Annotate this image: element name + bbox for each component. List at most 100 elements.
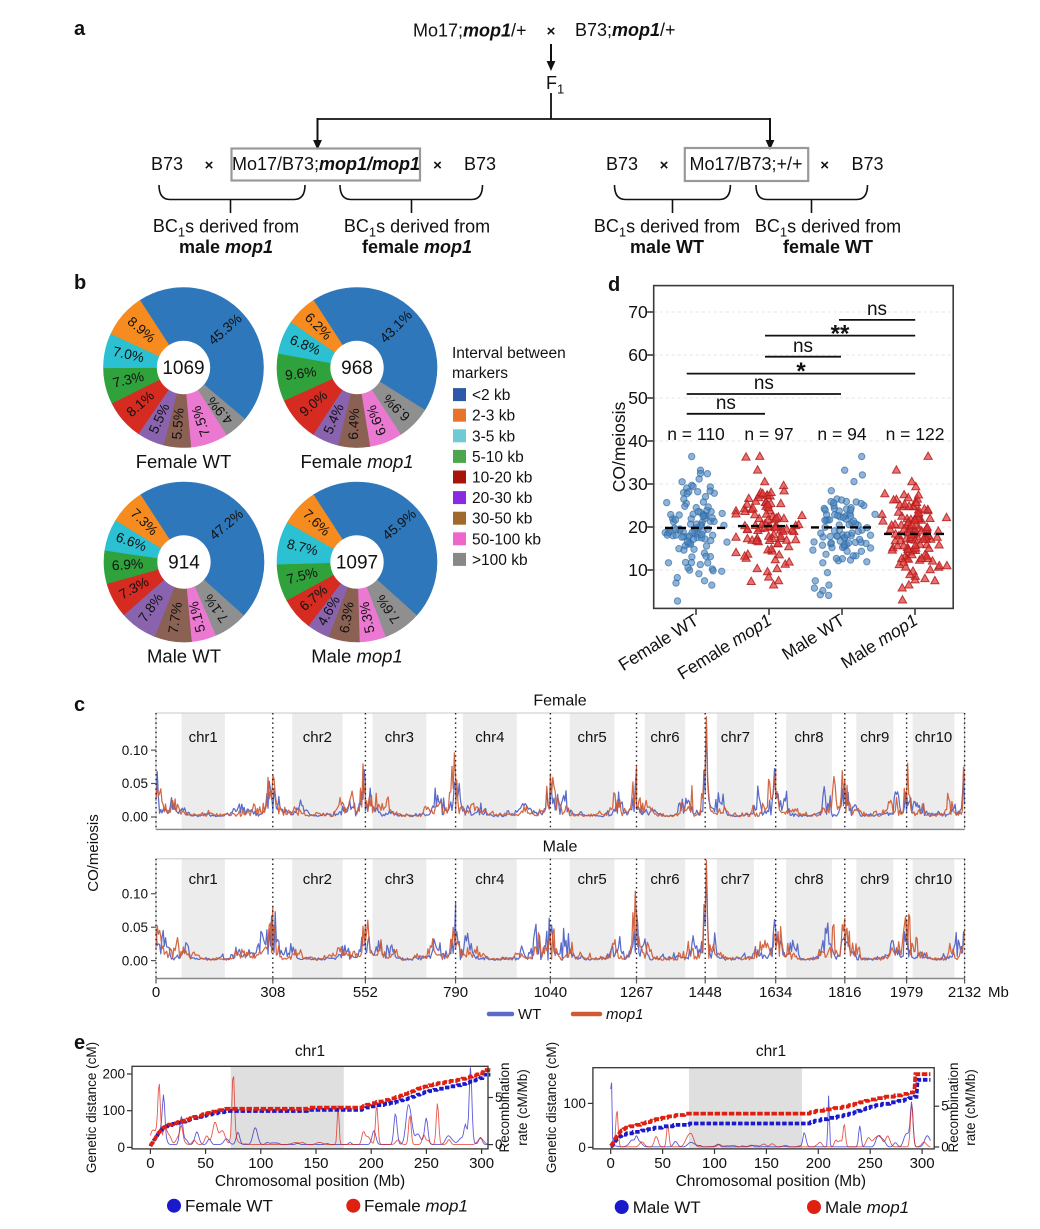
svg-text:0.00: 0.00	[122, 953, 148, 968]
svg-text:300: 300	[469, 1155, 494, 1172]
svg-text:552: 552	[353, 984, 378, 1001]
svg-text:1634: 1634	[759, 984, 792, 1001]
svg-text:7.0%: 7.0%	[112, 344, 146, 365]
svg-text:Chromosomal position (Mb): Chromosomal position (Mb)	[215, 1173, 405, 1190]
svg-text:chr1: chr1	[189, 871, 218, 888]
svg-text:BC1s derived from: BC1s derived from	[344, 216, 490, 240]
svg-text:200: 200	[806, 1155, 831, 1172]
svg-text:7.3%: 7.3%	[111, 369, 145, 391]
svg-text:BC1s derived from: BC1s derived from	[594, 216, 740, 240]
svg-text:6.9%: 6.9%	[111, 556, 143, 573]
svg-text:×: ×	[820, 157, 829, 174]
svg-text:8.7%: 8.7%	[285, 536, 319, 558]
svg-text:ns: ns	[867, 299, 887, 320]
svg-text:Female: Female	[533, 693, 586, 710]
svg-text:50-100 kb: 50-100 kb	[472, 531, 541, 548]
svg-text:308: 308	[260, 984, 285, 1001]
svg-text:1040: 1040	[534, 984, 567, 1001]
svg-text:chr8: chr8	[794, 871, 823, 888]
svg-text:c: c	[74, 694, 85, 716]
svg-text:Male mop1: Male mop1	[837, 610, 921, 673]
svg-text:20-30 kb: 20-30 kb	[472, 490, 532, 507]
svg-text:Female WT: Female WT	[185, 1197, 273, 1216]
svg-text:chr2: chr2	[303, 729, 332, 746]
svg-text:2132: 2132	[948, 984, 981, 1001]
svg-text:0: 0	[607, 1155, 615, 1172]
svg-text:300: 300	[910, 1155, 935, 1172]
svg-text:chr5: chr5	[578, 729, 607, 746]
svg-text:n = 122: n = 122	[886, 424, 945, 444]
svg-text:chr10: chr10	[915, 729, 953, 746]
svg-text:×: ×	[205, 157, 214, 174]
svg-text:n = 110: n = 110	[667, 424, 725, 444]
svg-text:Genetic distance (cM): Genetic distance (cM)	[84, 1042, 99, 1173]
svg-text:chr4: chr4	[475, 729, 504, 746]
svg-text:0: 0	[578, 1140, 586, 1155]
svg-text:50: 50	[654, 1155, 671, 1172]
svg-text:Male WT: Male WT	[633, 1198, 701, 1217]
svg-text:5: 5	[941, 1099, 949, 1114]
svg-text:Mo17/B73;+/+: Mo17/B73;+/+	[689, 154, 802, 174]
svg-text:150: 150	[754, 1155, 779, 1172]
svg-text:Mo17;mop1/+: Mo17;mop1/+	[413, 21, 527, 41]
svg-text:200: 200	[359, 1155, 384, 1172]
svg-text:968: 968	[341, 358, 373, 379]
svg-text:female mop1: female mop1	[362, 237, 472, 257]
svg-text:chr1: chr1	[756, 1043, 786, 1060]
svg-text:20: 20	[628, 517, 648, 537]
svg-text:ns: ns	[716, 393, 736, 414]
svg-text:chr2: chr2	[303, 871, 332, 888]
svg-text:6.3%: 6.3%	[337, 601, 357, 635]
svg-text:n = 97: n = 97	[744, 424, 793, 444]
svg-text:chr6: chr6	[650, 729, 679, 746]
svg-text:200: 200	[102, 1067, 125, 1082]
svg-text:×: ×	[433, 157, 442, 174]
svg-text:male mop1: male mop1	[179, 237, 273, 257]
svg-text:Genetic distance (cM): Genetic distance (cM)	[544, 1042, 559, 1173]
svg-text:chr9: chr9	[860, 729, 889, 746]
svg-text:3-5 kb: 3-5 kb	[472, 428, 515, 445]
svg-text:1097: 1097	[336, 553, 378, 574]
svg-text:chr1: chr1	[189, 729, 218, 746]
svg-text:40: 40	[628, 431, 648, 451]
svg-text:0.05: 0.05	[122, 920, 148, 935]
svg-text:100: 100	[702, 1155, 727, 1172]
svg-text:chr3: chr3	[385, 729, 414, 746]
svg-text:5-10 kb: 5-10 kb	[472, 449, 524, 466]
svg-text:50: 50	[197, 1155, 214, 1172]
svg-text:BC1s derived from: BC1s derived from	[755, 216, 901, 240]
svg-text:30-50 kb: 30-50 kb	[472, 511, 532, 528]
svg-text:Female mop1: Female mop1	[300, 451, 413, 472]
svg-text:6.4%: 6.4%	[346, 408, 362, 440]
svg-text:30: 30	[628, 474, 648, 494]
svg-text:Male WT: Male WT	[147, 646, 221, 667]
svg-text:B73: B73	[151, 154, 183, 174]
svg-text:9.6%: 9.6%	[284, 364, 317, 383]
svg-text:Interval between: Interval between	[452, 345, 566, 362]
svg-text:Mo17/B73;mop1/mop1: Mo17/B73;mop1/mop1	[232, 154, 420, 174]
svg-text:7.7%: 7.7%	[166, 601, 185, 634]
svg-text:1069: 1069	[162, 358, 204, 379]
svg-text:5: 5	[495, 1090, 503, 1105]
svg-text:0: 0	[941, 1140, 949, 1155]
svg-text:chr9: chr9	[860, 871, 889, 888]
svg-text:e: e	[74, 1035, 85, 1054]
svg-text:250: 250	[858, 1155, 883, 1172]
svg-text:BC1s derived from: BC1s derived from	[153, 216, 299, 240]
svg-text:>100 kb: >100 kb	[472, 552, 528, 569]
svg-text:5.5%: 5.5%	[169, 407, 186, 440]
svg-text:0: 0	[152, 984, 160, 1001]
svg-text:d: d	[608, 274, 620, 296]
svg-text:0: 0	[495, 1137, 503, 1152]
svg-text:male WT: male WT	[630, 237, 704, 257]
svg-text:Male: Male	[543, 839, 578, 856]
svg-text:chr1: chr1	[295, 1043, 325, 1060]
svg-text:0.05: 0.05	[122, 776, 148, 791]
svg-text:0.10: 0.10	[122, 886, 148, 901]
svg-text:Male mop1: Male mop1	[311, 646, 403, 667]
svg-text:0.10: 0.10	[122, 743, 148, 758]
svg-text:70: 70	[628, 302, 648, 322]
svg-text:B73: B73	[851, 154, 883, 174]
svg-text:B73;mop1/+: B73;mop1/+	[575, 20, 676, 40]
svg-text:5.3%: 5.3%	[357, 601, 378, 635]
